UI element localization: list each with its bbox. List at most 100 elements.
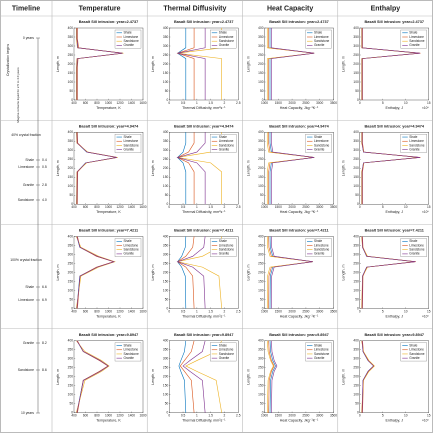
y-tick-label: 400 — [258, 26, 264, 30]
timeline-rock: Sandstone — [18, 198, 34, 202]
y-tick-label: 0 — [71, 306, 73, 310]
panel: Basalt Sill intrusion: year=4.9474 0 50 100… — [56, 124, 147, 214]
legend-label: Sandstone — [314, 143, 329, 147]
y-tick-label: 400 — [163, 26, 169, 30]
x-tick-label: 10 — [404, 309, 408, 313]
y-tick-label: 400 — [353, 234, 359, 238]
y-tick-label: 0 — [166, 306, 168, 310]
y-tick-label: 50 — [355, 193, 359, 197]
x-tick-label: 10 — [404, 414, 408, 418]
series-line — [76, 340, 110, 413]
x-tick-label: 1500 — [275, 414, 282, 418]
x-tick-label: 800 — [94, 101, 100, 105]
legend-label: Limestone — [219, 243, 234, 247]
header: Thermal Diffusivity — [163, 5, 226, 12]
y-tick-label: 200 — [68, 375, 74, 379]
x-tick-label: 2000 — [289, 101, 296, 105]
panel: Basalt Sill intrusion: year=2.4737 0 50 100… — [56, 20, 147, 110]
legend-box — [210, 238, 237, 257]
y-tick-label: 250 — [163, 157, 169, 161]
series-line — [269, 340, 276, 413]
x-axis-label: Enthalpy, J — [385, 314, 403, 318]
legend-label: Shale — [124, 31, 132, 35]
y-tick-label: 50 — [260, 193, 264, 197]
y-tick-label: 200 — [163, 270, 169, 274]
x-tick-label: 0 — [359, 414, 361, 418]
y-tick-label: 200 — [353, 166, 359, 170]
y-tick-label: 300 — [68, 252, 74, 256]
y-tick-label: 350 — [258, 243, 264, 247]
legend-label: Limestone — [219, 139, 234, 143]
y-tick-label: 150 — [353, 71, 359, 75]
legend-label: Sandstone — [314, 39, 329, 43]
y-tick-label: 50 — [355, 89, 359, 93]
y-tick-label: 100 — [68, 80, 74, 84]
y-axis-label: Length, m — [246, 369, 250, 385]
series-line — [361, 236, 416, 309]
y-tick-label: 250 — [353, 53, 359, 57]
x-tick-label: 0 — [168, 309, 170, 313]
timeline-year: 6.6 — [42, 285, 47, 289]
y-tick-label: 200 — [258, 375, 264, 379]
x-tick-label: 15 — [427, 101, 431, 105]
panel: Basalt Sill intrusion: year=9.8947 0 50 100… — [56, 333, 147, 423]
legend-label: Limestone — [314, 243, 329, 247]
legend-label: Shale — [219, 135, 227, 139]
y-tick-label: 300 — [258, 357, 264, 361]
timeline-label: 10 years — [21, 411, 34, 415]
y-tick-label: 100 — [163, 80, 169, 84]
panel-title: Basalt Sill intrusion: year=4.9474 — [174, 124, 234, 128]
y-tick-label: 150 — [68, 71, 74, 75]
x-axis-label: Enthalpy, J — [385, 210, 403, 214]
y-tick-label: 400 — [258, 130, 264, 134]
y-tick-label: 350 — [163, 35, 169, 39]
panel-title: Basalt Sill intrusion: year=7.4211 — [174, 229, 233, 233]
legend-label: Shale — [409, 239, 417, 243]
series-line — [268, 340, 275, 413]
timeline-year: 8.6 — [42, 368, 47, 372]
panel-title: Basalt Sill intrusion: year=9.8947 — [79, 333, 138, 337]
x-tick-label: 5 — [382, 414, 384, 418]
y-tick-label: 350 — [68, 35, 74, 39]
x-tick-label: 2.5 — [236, 101, 241, 105]
series-line — [76, 28, 124, 100]
series-line — [76, 236, 115, 309]
x-axis-label: Enthalpy, J — [385, 106, 403, 110]
y-tick-label: 0 — [71, 98, 73, 102]
x-multiplier: ×10⁸ — [422, 210, 429, 214]
y-axis-label: Length, m — [151, 56, 155, 72]
y-tick-label: 250 — [68, 366, 74, 370]
timeline-label: Magma remains liquid for 2.5 to 4.0 year… — [16, 67, 20, 123]
y-tick-label: 250 — [353, 261, 359, 265]
y-tick-label: 400 — [163, 234, 169, 238]
x-tick-label: 2500 — [302, 101, 309, 105]
x-tick-label: 1 — [196, 414, 198, 418]
y-tick-label: 300 — [163, 357, 169, 361]
y-tick-label: 350 — [163, 139, 169, 143]
x-tick-label: 1600 — [139, 309, 146, 313]
legend-label: Limestone — [409, 348, 424, 352]
legend-label: Limestone — [314, 35, 329, 39]
panel: Basalt Sill intrusion: year=7.4211 0 50 100… — [151, 229, 240, 319]
y-tick-label: 0 — [262, 202, 264, 206]
timeline-rock: Sandstone — [18, 368, 34, 372]
y-tick-label: 200 — [258, 166, 264, 170]
x-axis-label: Thermal Diffusivity, mm²s⁻¹ — [182, 210, 226, 214]
y-tick-label: 150 — [163, 71, 169, 75]
y-tick-label: 0 — [357, 202, 359, 206]
legend-label: Shale — [219, 31, 227, 35]
series-line — [176, 132, 206, 205]
timeline-label: 100% crystal fraction — [10, 258, 42, 262]
series-line — [176, 236, 206, 309]
y-tick-label: 300 — [68, 357, 74, 361]
x-tick-label: 2.5 — [236, 309, 241, 313]
x-tick-label: 1000 — [261, 309, 268, 313]
series-line — [271, 236, 313, 309]
x-tick-label: 1600 — [139, 101, 146, 105]
y-tick-label: 0 — [71, 202, 73, 206]
y-tick-label: 350 — [353, 139, 359, 143]
timeline-rock: Limestone — [18, 298, 34, 302]
y-tick-label: 350 — [258, 35, 264, 39]
y-axis-label: Length, m — [342, 369, 346, 385]
panel: Basalt Sill intrusion: year=9.8947 0 50 100… — [342, 333, 431, 423]
